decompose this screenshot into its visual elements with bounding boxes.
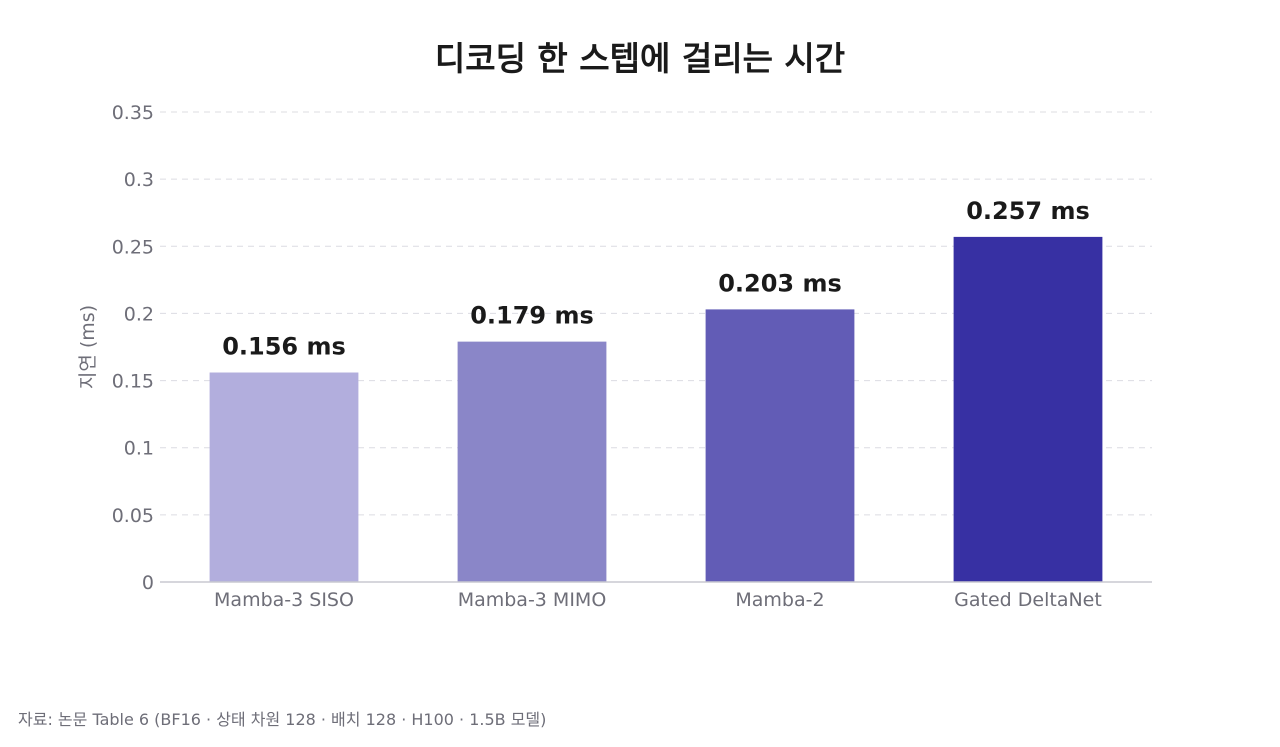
data-label: 0.257 ms: [966, 197, 1090, 225]
y-axis-ticks: 0 0.05 0.1 0.15 0.2 0.25 0.3 0.35: [112, 102, 154, 594]
y-tick-label: 0: [142, 572, 154, 594]
y-tick-label: 0.35: [112, 102, 154, 124]
data-label: 0.156 ms: [222, 333, 346, 361]
y-tick-label: 0.05: [112, 505, 154, 527]
y-tick-label: 0.1: [124, 438, 154, 460]
bar: [705, 309, 855, 582]
x-axis-categories: Mamba-3 SISO Mamba-3 MIMO Mamba-2 Gated Del…: [214, 589, 1102, 611]
data-label: 0.179 ms: [470, 302, 594, 330]
source-note: 자료: 논문 Table 6 (BF16 · 상태 차원 128 · 배치 12…: [18, 710, 547, 729]
category-label: Mamba-2: [735, 589, 824, 611]
category-label: Gated DeltaNet: [954, 589, 1102, 611]
y-tick-label: 0.15: [112, 371, 154, 393]
category-label: Mamba-3 MIMO: [458, 589, 607, 611]
chart-title: 디코딩 한 스텝에 걸리는 시간: [435, 39, 845, 78]
bar: [209, 372, 359, 582]
y-tick-label: 0.25: [112, 236, 154, 258]
category-label: Mamba-3 SISO: [214, 589, 354, 611]
bars: [209, 236, 1103, 582]
data-label: 0.203 ms: [718, 269, 842, 297]
y-axis-title: 지연 (ms): [77, 305, 99, 389]
y-tick-label: 0.2: [124, 303, 154, 325]
bar: [457, 341, 607, 582]
y-tick-label: 0.3: [124, 169, 154, 191]
data-labels: 0.156 ms 0.179 ms 0.203 ms 0.257 ms: [222, 197, 1090, 361]
bar: [953, 236, 1103, 582]
